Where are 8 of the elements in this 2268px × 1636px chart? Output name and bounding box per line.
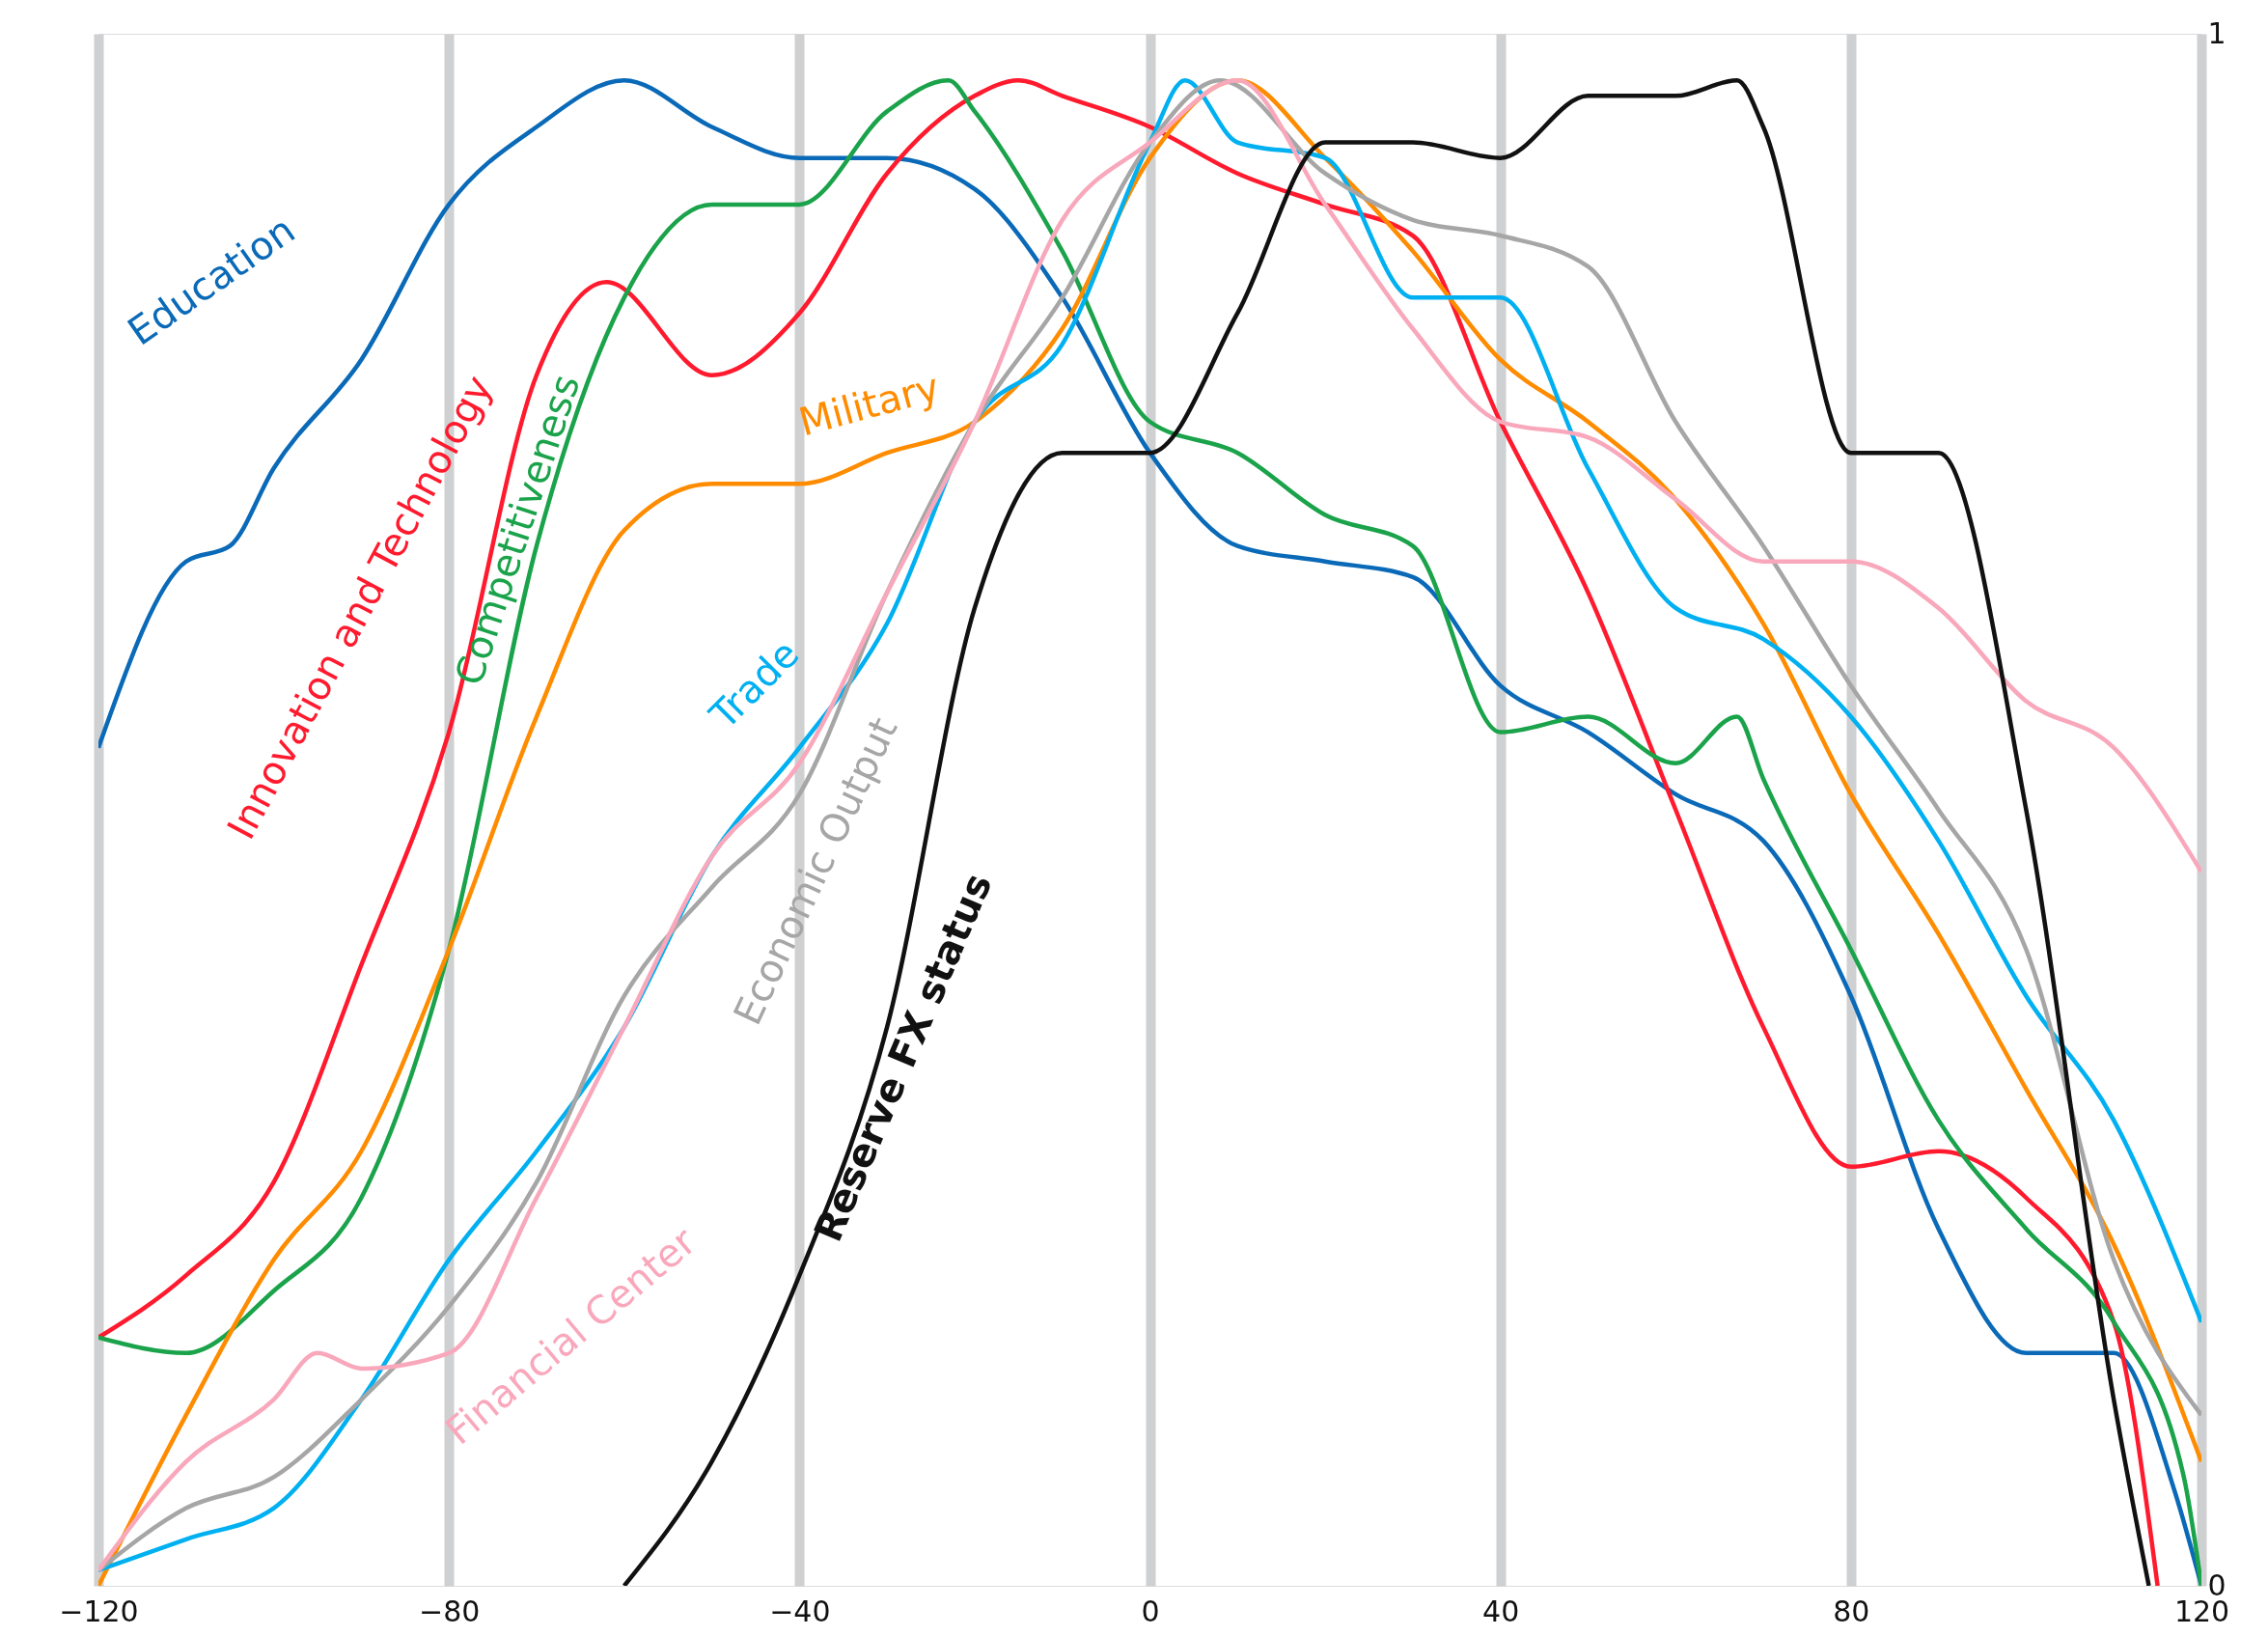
x-tick-label: 0 <box>1141 1594 1160 1628</box>
x-tick-label: −120 <box>59 1594 139 1628</box>
x-tick-label: 80 <box>1833 1594 1870 1628</box>
x-tick-label: −40 <box>769 1594 831 1628</box>
text: Military <box>793 364 944 445</box>
y-tick-label: 1 <box>2207 15 2227 50</box>
x-tick-label: 40 <box>1482 1594 1520 1628</box>
x-tick-label: −80 <box>419 1594 481 1628</box>
